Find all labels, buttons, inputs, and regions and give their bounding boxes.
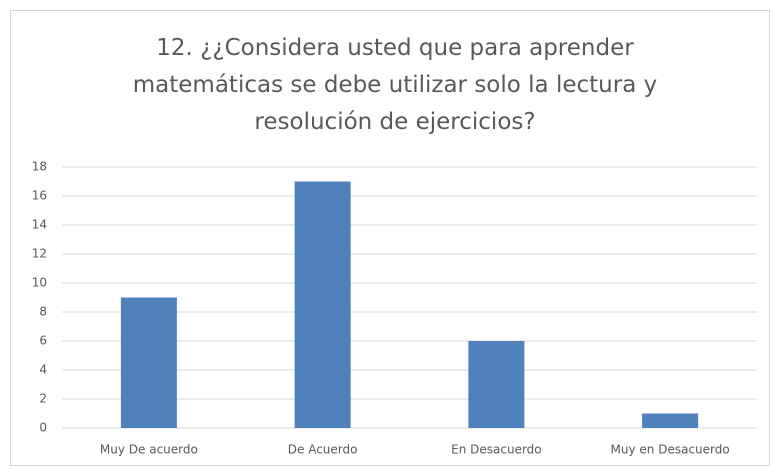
y-tick-label: 2 bbox=[39, 392, 47, 406]
y-tick-label: 10 bbox=[32, 276, 47, 290]
x-tick-label: Muy en Desacuerdo bbox=[611, 443, 730, 457]
y-tick-label: 12 bbox=[32, 247, 47, 261]
y-tick-label: 14 bbox=[32, 218, 47, 232]
bar bbox=[120, 297, 177, 428]
x-tick-label: De Acuerdo bbox=[288, 443, 358, 457]
bar bbox=[642, 413, 699, 428]
y-tick-label: 8 bbox=[39, 305, 47, 319]
bar bbox=[294, 181, 351, 428]
y-tick-label: 0 bbox=[39, 421, 47, 435]
y-tick-label: 4 bbox=[39, 363, 47, 377]
x-tick-label: En Desacuerdo bbox=[451, 443, 542, 457]
chart-title: 12. ¿¿Considera usted que para aprender … bbox=[132, 35, 658, 135]
bar bbox=[468, 341, 525, 428]
y-tick-label: 18 bbox=[32, 160, 47, 174]
x-tick-label: Muy De acuerdo bbox=[100, 443, 198, 457]
chart-frame bbox=[10, 10, 770, 466]
y-tick-label: 6 bbox=[39, 334, 47, 348]
y-tick-label: 16 bbox=[32, 189, 47, 203]
